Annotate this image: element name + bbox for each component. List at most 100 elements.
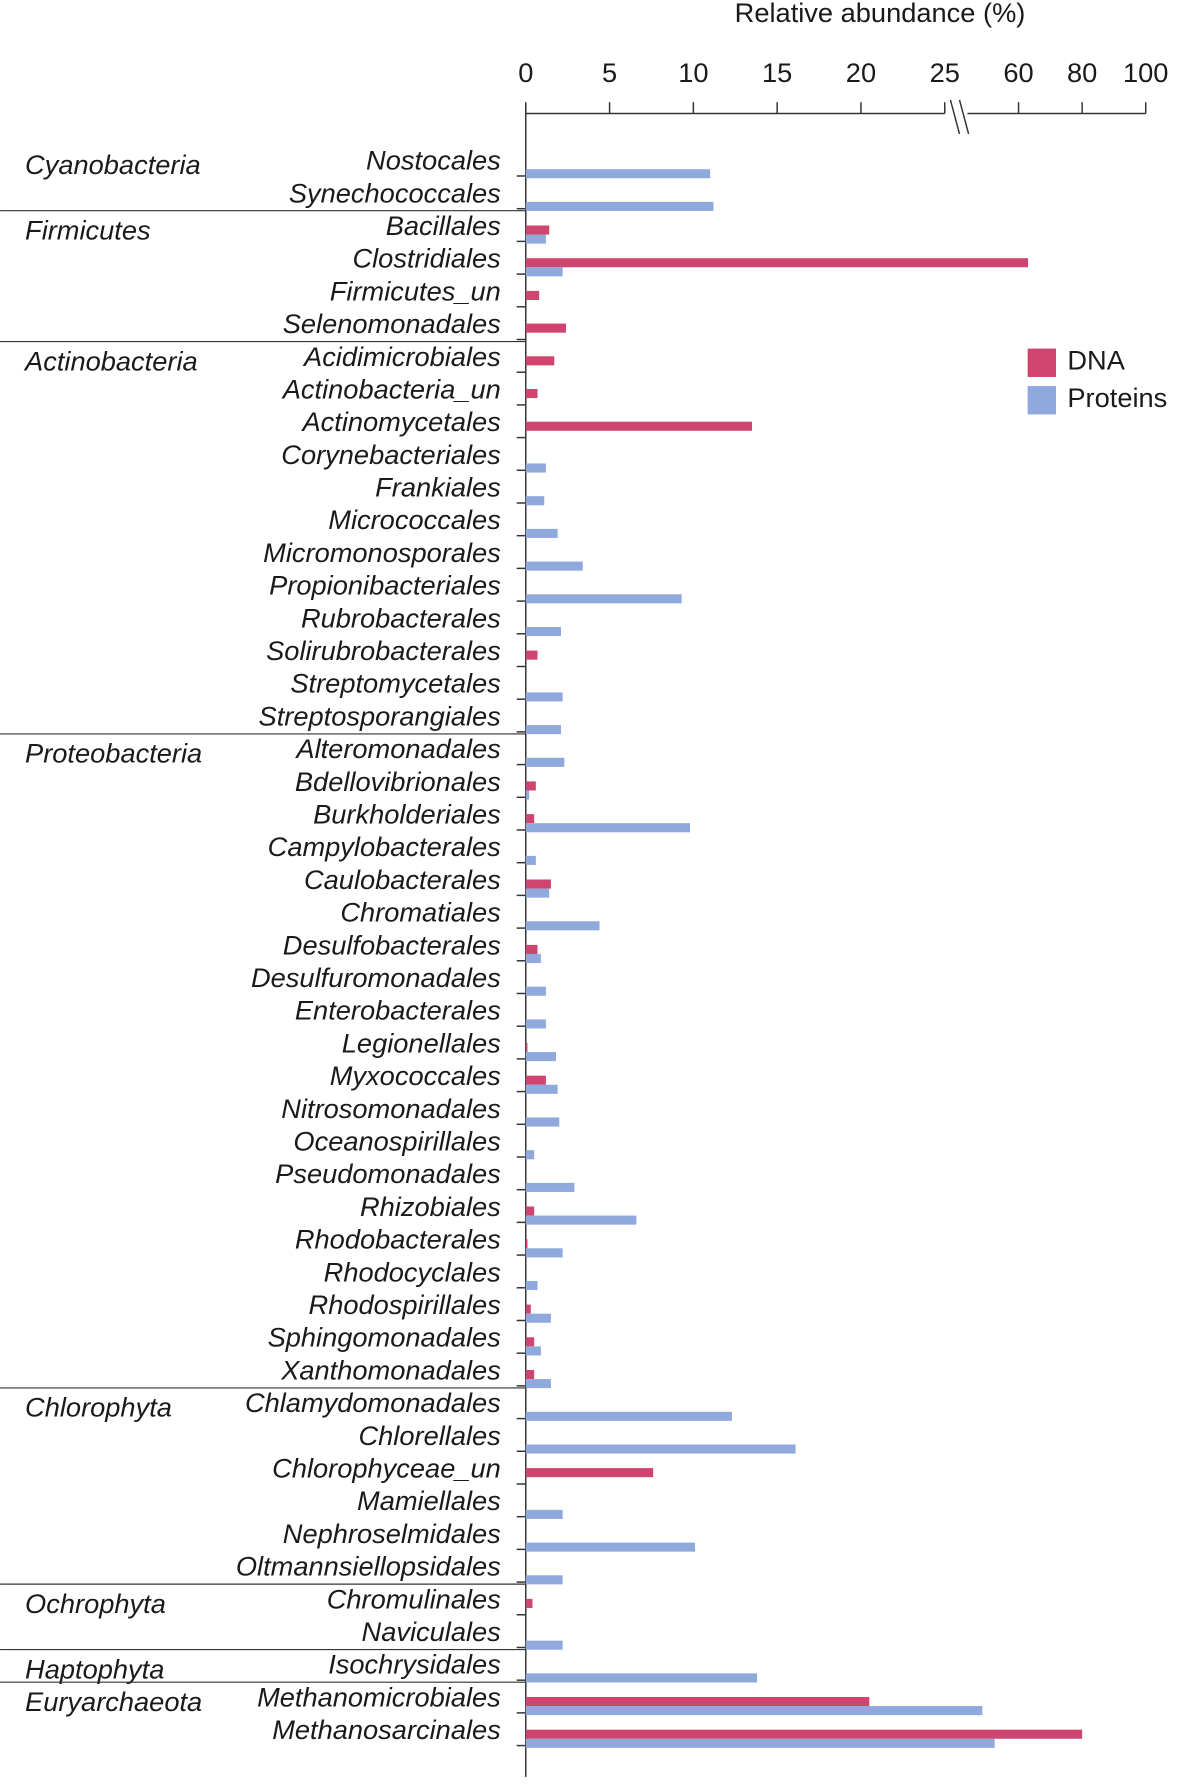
axis-break-mark: [949, 99, 961, 135]
y-tick-label: Nitrosomonadales: [281, 1093, 501, 1124]
bar: [525, 1313, 551, 1323]
y-tick-label: Alteromonadales: [294, 733, 501, 764]
bar: [525, 1738, 995, 1748]
y-tick-label: Myxococcales: [330, 1060, 501, 1091]
y-tick-label: Firmicutes_un: [330, 275, 501, 306]
y-tick-label: Actinomycetales: [301, 406, 502, 437]
bar: [525, 1468, 654, 1478]
bar: [525, 1304, 531, 1314]
bar: [525, 921, 600, 931]
bar: [525, 944, 538, 954]
y-tick-label: Bdellovibrionales: [295, 766, 501, 797]
bar: [525, 1280, 538, 1291]
y-tick-label: Rhodobacterales: [295, 1224, 501, 1255]
bar: [525, 855, 536, 865]
bar: [525, 888, 550, 898]
bar: [525, 463, 546, 473]
bar: [525, 1542, 696, 1552]
bar: [525, 594, 682, 604]
y-tick-label: Actinobacteria_un: [281, 373, 501, 404]
bar: [525, 879, 551, 889]
y-tick-label: Desulfuromonadales: [251, 962, 501, 993]
legend-swatch: [1027, 386, 1057, 415]
bar: [525, 356, 555, 366]
y-tick-label: Campylobacterales: [268, 831, 501, 862]
bar: [525, 1598, 533, 1608]
y-tick-label: Synechococcales: [289, 177, 501, 208]
bar: [525, 267, 563, 277]
bar: [525, 561, 583, 571]
y-tick-label: Selenomonadales: [283, 308, 501, 339]
bar: [525, 1084, 558, 1094]
group-label: Chlorophyta: [25, 1392, 172, 1423]
bar: [525, 1379, 551, 1389]
group-label: Cyanobacteria: [25, 149, 201, 180]
bar: [525, 1337, 535, 1347]
bar: [525, 1673, 758, 1683]
bar: [525, 1248, 563, 1258]
bar: [525, 650, 538, 660]
x-tick-label: 60: [1003, 57, 1033, 88]
group-label: Firmicutes: [25, 215, 151, 246]
y-tick-label: Micromonosporales: [263, 537, 501, 568]
bar: [525, 225, 550, 235]
y-tick-label: Oltmannsiellopsidales: [236, 1551, 501, 1582]
bar: [525, 1075, 546, 1085]
y-tick-label: Chlorophyceae_un: [272, 1453, 501, 1484]
bar: [525, 1052, 556, 1062]
bar: [525, 528, 558, 538]
y-tick-label: Isochrysidales: [328, 1649, 501, 1680]
y-tick-label: Micrococcales: [328, 504, 501, 535]
y-tick-label: Legionellales: [342, 1027, 501, 1058]
y-tick-label: Streptosporangiales: [259, 700, 502, 731]
legend-label: DNA: [1067, 344, 1125, 375]
y-tick-label: Clostridiales: [352, 243, 501, 274]
bar: [525, 781, 536, 791]
group-label: Euryarchaeota: [25, 1686, 202, 1717]
bar: [525, 626, 561, 637]
bar: [525, 169, 711, 179]
bar: [525, 1729, 1083, 1739]
bar: [525, 1019, 546, 1029]
x-tick-label: 80: [1067, 57, 1097, 88]
y-tick-label: Solirubrobacterales: [266, 635, 501, 666]
y-tick-label: Rhodocyclales: [324, 1256, 501, 1287]
bar: [525, 1206, 535, 1216]
y-tick-label: Rhodospirillales: [309, 1289, 502, 1320]
y-tick-label: Desulfobacterales: [283, 929, 501, 960]
bar: [525, 814, 535, 824]
x-tick-label: 20: [846, 57, 876, 88]
group-label: Proteobacteria: [25, 738, 202, 769]
bar: [525, 1215, 637, 1225]
bar: [525, 1150, 535, 1160]
bar: [525, 388, 538, 399]
y-tick-label: Sphingomonadales: [268, 1322, 502, 1353]
bar: [525, 692, 563, 702]
y-tick-label: Burkholderiales: [313, 799, 501, 830]
y-tick-label: Mamiellales: [357, 1485, 501, 1516]
legend-label: Proteins: [1067, 382, 1167, 413]
y-tick-label: Methanosarcinales: [272, 1714, 501, 1745]
y-tick-label: Pseudomonadales: [275, 1158, 501, 1189]
bar: [525, 1696, 870, 1707]
bar: [525, 953, 541, 964]
y-tick-label: Enterobacterales: [295, 995, 501, 1026]
x-tick-label: 5: [602, 57, 617, 88]
y-tick-label: Streptomycetales: [290, 668, 501, 699]
bar: [525, 1346, 541, 1356]
y-tick-label: Chromatiales: [340, 897, 501, 928]
bar: [525, 234, 546, 244]
y-tick-label: Xanthomonadales: [280, 1354, 501, 1385]
axis-break-mark: [958, 99, 970, 135]
bar: [525, 1706, 983, 1716]
bar: [525, 290, 540, 300]
bar: [525, 757, 565, 767]
y-tick-label: Naviculales: [362, 1616, 502, 1647]
x-tick-label: 25: [930, 57, 960, 88]
bar: [525, 823, 691, 833]
y-tick-label: Chlamydomonadales: [245, 1387, 501, 1418]
y-tick-label: Frankiales: [375, 472, 501, 503]
bar: [525, 1239, 528, 1249]
y-tick-label: Rubrobacterales: [301, 602, 501, 633]
